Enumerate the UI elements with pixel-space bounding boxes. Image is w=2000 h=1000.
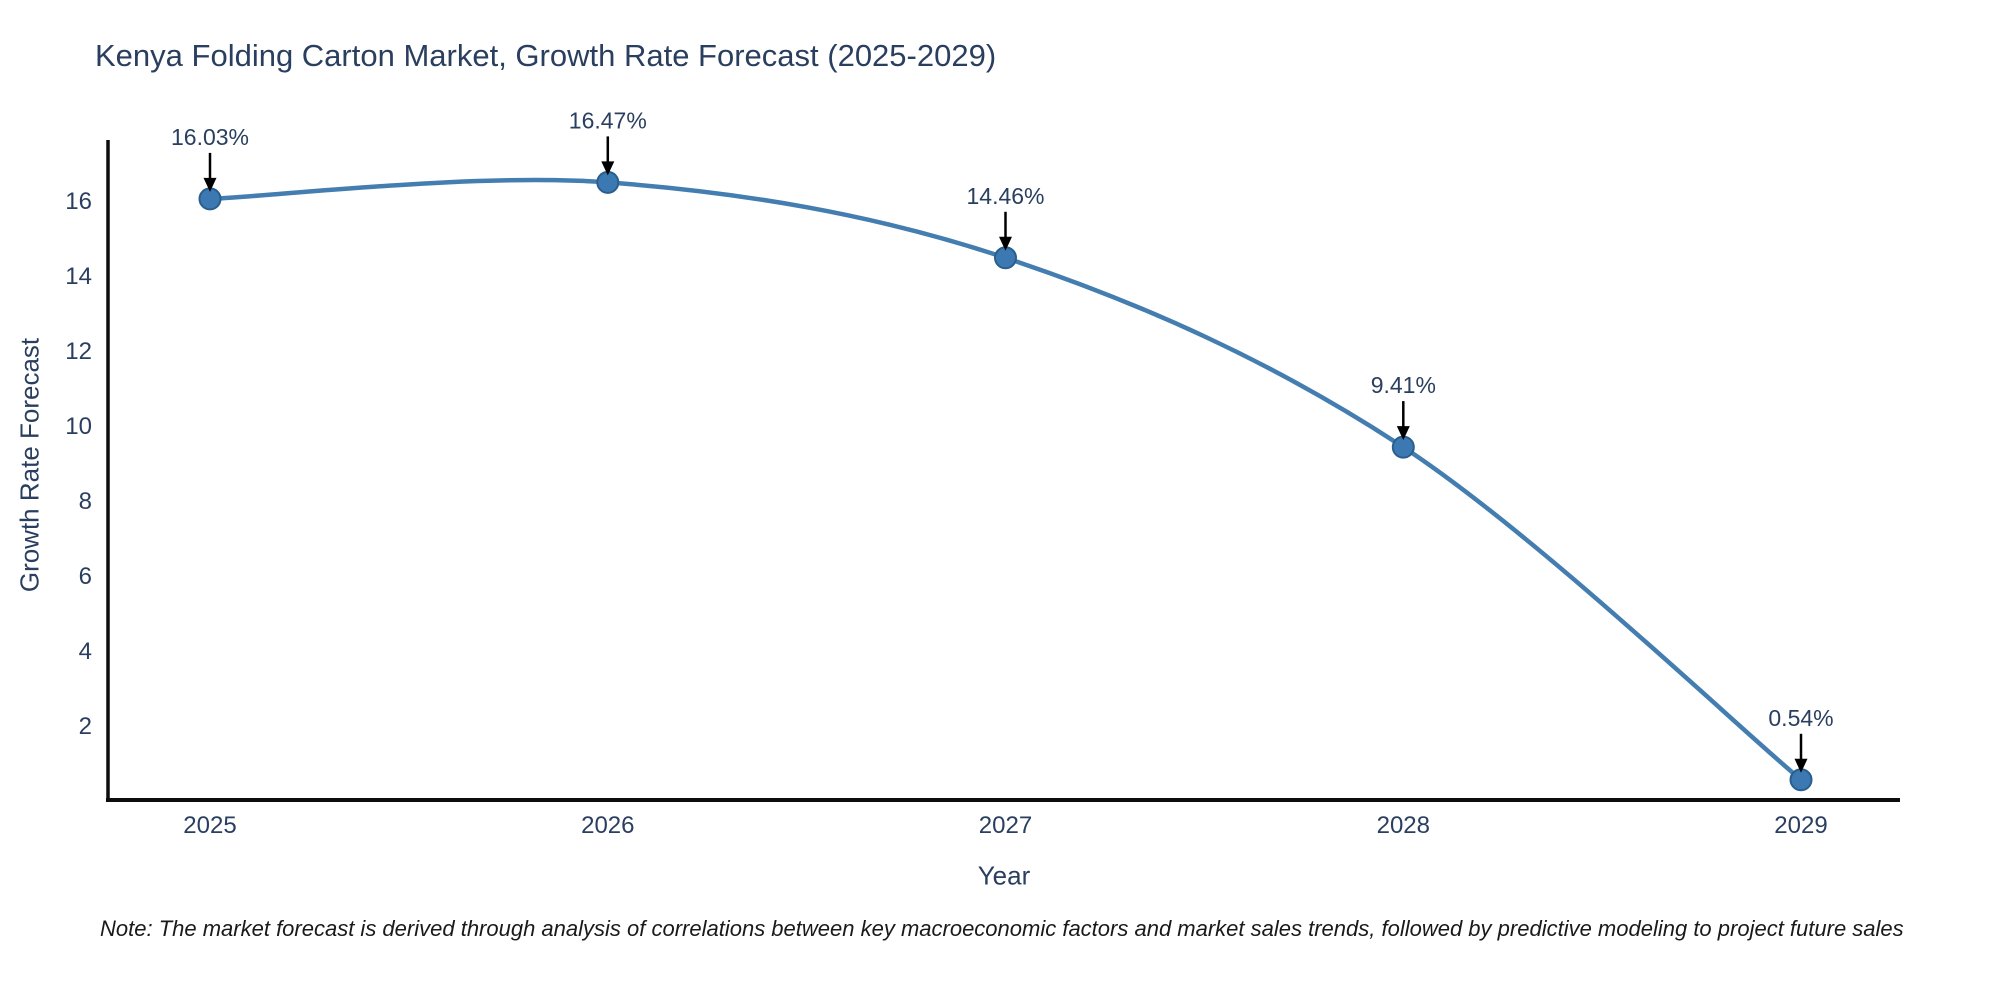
point-annotation-label: 16.47% (569, 107, 647, 133)
x-tick-label: 2029 (1774, 812, 1827, 839)
annotation-arrowhead (601, 161, 615, 176)
y-tick-label: 2 (79, 713, 92, 740)
annotation-arrowhead (999, 236, 1012, 251)
x-axis-title: Year (977, 860, 1031, 891)
x-tick-label: 2027 (979, 812, 1032, 839)
point-annotation-label: 9.41% (1371, 372, 1436, 398)
y-tick-label: 12 (65, 338, 92, 365)
point-annotation-label: 0.54% (1768, 705, 1833, 731)
point-annotation-label: 14.46% (966, 183, 1044, 209)
x-tick-label: 2025 (183, 812, 236, 839)
footnote: Note: The market forecast is derived thr… (100, 916, 1904, 941)
y-tick-label: 8 (79, 488, 92, 515)
point-annotation-label: 16.03% (171, 124, 249, 150)
y-tick-label: 14 (65, 263, 92, 290)
y-tick-label: 4 (79, 638, 92, 665)
annotation-arrowhead (1396, 426, 1410, 441)
y-tick-label: 16 (65, 188, 92, 215)
annotation-arrowhead (203, 177, 217, 192)
x-tick-label: 2026 (581, 812, 634, 839)
forecast-line (207, 177, 1804, 783)
y-tick-label: 6 (79, 563, 92, 590)
annotation-arrowhead (1794, 758, 1808, 773)
x-tick-label: 2028 (1377, 812, 1430, 839)
y-tick-label: 10 (65, 413, 92, 440)
chart-title: Kenya Folding Carton Market, Growth Rate… (95, 38, 997, 73)
